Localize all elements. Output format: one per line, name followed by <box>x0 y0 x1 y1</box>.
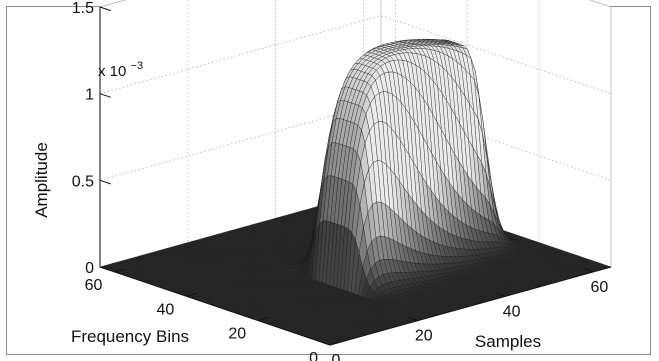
z-multiplier-base: x 10 <box>98 63 126 80</box>
y-tick-label: 20 <box>228 326 246 343</box>
x-tick-label: 0 <box>332 352 341 361</box>
z-multiplier-exponent: −3 <box>131 60 144 72</box>
x-axis-label: Samples <box>475 332 541 351</box>
z-axis-label: Amplitude <box>32 142 51 218</box>
z-tick-label: 0.5 <box>72 173 94 190</box>
y-tick-label: 60 <box>85 277 103 294</box>
surface-mesh <box>99 38 612 346</box>
grid-line-z <box>99 101 612 181</box>
x-tick-label: 60 <box>591 279 609 296</box>
z-tick-label: 0 <box>85 260 94 277</box>
x-tick-label: 40 <box>503 303 521 320</box>
z-tick-label: 1 <box>85 87 94 104</box>
z-tick-label: 1.5 <box>72 0 94 17</box>
y-tick-label: 0 <box>309 350 318 361</box>
y-axis-label: Frequency Bins <box>71 327 189 346</box>
y-tick-label: 40 <box>156 301 174 318</box>
x-tick-label: 20 <box>415 328 433 345</box>
grid-line-z <box>99 15 612 95</box>
